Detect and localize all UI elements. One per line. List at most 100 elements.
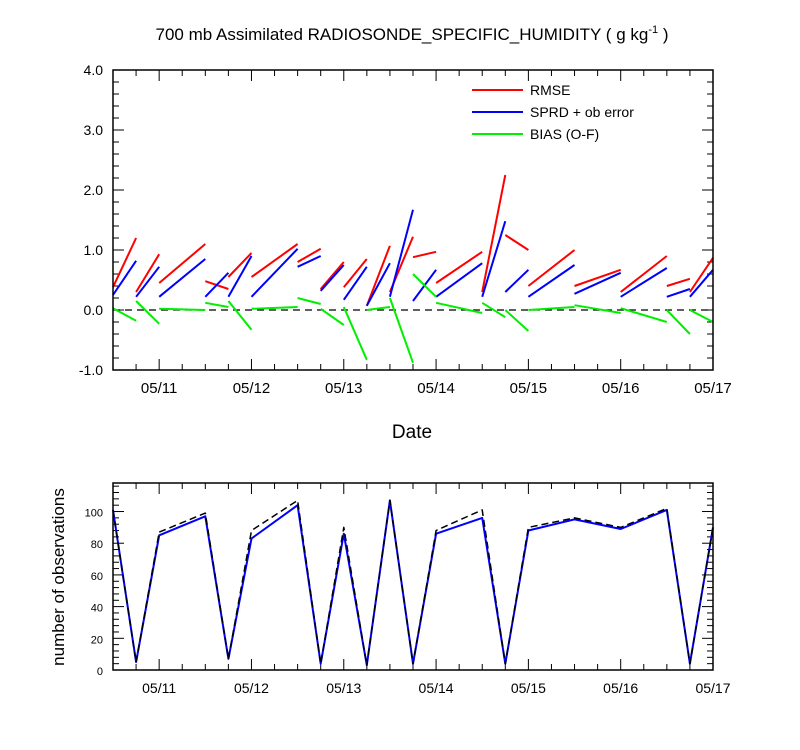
series-line-rmse (574, 268, 622, 287)
series-line-sprd-ob-error (365, 262, 391, 307)
series-line-sprd-ob-error (504, 269, 530, 293)
series-line-sprd-ob-error (204, 272, 230, 298)
x-axis-label: Date (392, 422, 432, 443)
series-line-bias-o-f (227, 300, 253, 331)
bottom-panel: 05/11 05/12 05/13 05/14 05/15 05/16 05/17 0 20 4… (49, 482, 731, 696)
series-bias-o-f (112, 273, 714, 364)
series-line-bias-o-f (320, 307, 345, 326)
series-line-sprd-ob-error (250, 248, 299, 298)
bottom-plot-frame (112, 482, 714, 671)
series-line-bias-o-f (388, 297, 414, 364)
series-line-rmse (343, 258, 368, 288)
series-line-rmse (319, 261, 345, 290)
y-tick-label: 60 (91, 571, 103, 583)
series-line-rmse (689, 257, 714, 293)
series-sprd-ob-error (112, 209, 714, 307)
chart-title: 700 mb Assimilated RADIOSONDE_SPECIFIC_H… (156, 24, 669, 44)
series-line-rmse (158, 243, 206, 284)
series-line-rmse (135, 253, 161, 293)
x-tick-label: 05/16 (603, 680, 638, 696)
x-tick-label: 05/17 (695, 680, 730, 696)
series-line-bias-o-f (481, 301, 506, 319)
x-tick-label: 05/14 (419, 680, 454, 696)
series-line-bias-o-f (620, 307, 668, 323)
y-axis-label: number of observations (49, 488, 68, 666)
series-line-sprd-ob-error (319, 264, 345, 292)
obs-line-observations-possible (112, 499, 714, 666)
series-line-bias-o-f (412, 273, 437, 298)
legend: RMSE SPRD + ob error BIAS (O-F) (472, 82, 634, 142)
series-line-rmse (227, 252, 253, 278)
series-line-sprd-ob-error (620, 267, 668, 298)
legend-label: SPRD + ob error (530, 104, 634, 120)
series-line-sprd-ob-error (158, 258, 206, 298)
series-line-bias-o-f (504, 309, 530, 332)
series-line-rmse (481, 174, 507, 293)
legend-label: BIAS (O-F) (530, 126, 599, 142)
series-line-sprd-ob-error (342, 266, 368, 301)
y-tick-label: -1.0 (79, 362, 103, 378)
series-line-sprd-ob-error (689, 269, 714, 298)
x-tick-label: 05/16 (602, 380, 640, 397)
series-line-sprd-ob-error (297, 255, 322, 268)
series-line-sprd-ob-error (666, 288, 691, 298)
y-tick-label: 1.0 (84, 242, 104, 258)
series-line-sprd-ob-error (481, 220, 507, 298)
x-tick-label: 05/15 (510, 380, 548, 397)
x-tick-label: 05/13 (326, 680, 361, 696)
series-line-rmse (527, 249, 576, 287)
top-axis-ticks (112, 69, 714, 371)
y-tick-label: 20 (91, 634, 103, 646)
series-line-sprd-ob-error (574, 271, 622, 295)
y-tick-label: 40 (91, 603, 103, 615)
top-x-tick-labels: 05/11 05/12 05/13 05/14 05/15 05/16 05/17 (141, 380, 732, 397)
series-line-bias-o-f (205, 301, 229, 308)
series-line-rmse (435, 250, 483, 284)
series-line-rmse (297, 247, 322, 263)
obs-line-observations-assimilated (112, 499, 714, 667)
series-line-sprd-ob-error (227, 255, 253, 298)
top-series-group (112, 174, 714, 364)
x-tick-label: 05/11 (141, 380, 177, 397)
y-tick-label: 80 (91, 539, 103, 551)
bottom-x-tick-labels: 05/11 05/12 05/13 05/14 05/15 05/16 05/17 (142, 680, 731, 696)
series-rmse (112, 174, 714, 307)
top-panel: 700 mb Assimilated RADIOSONDE_SPECIFIC_H… (79, 24, 732, 443)
x-tick-label: 05/15 (511, 680, 546, 696)
y-tick-label: 4.0 (84, 62, 104, 78)
series-line-sprd-ob-error (527, 264, 576, 298)
series-line-bias-o-f (528, 306, 575, 311)
series-line-sprd-ob-error (135, 266, 160, 298)
x-tick-label: 05/12 (233, 380, 271, 397)
bottom-y-tick-labels: 0 20 40 60 80 100 (85, 508, 103, 678)
series-line-bias-o-f (159, 307, 206, 311)
x-tick-label: 05/12 (234, 680, 269, 696)
series-line-rmse (250, 243, 299, 278)
series-line-bias-o-f (112, 307, 137, 322)
x-tick-label: 05/11 (142, 680, 176, 696)
series-line-bias-o-f (689, 309, 714, 323)
series-line-sprd-ob-error (112, 260, 137, 296)
series-line-rmse (666, 277, 691, 287)
series-line-rmse (620, 255, 668, 293)
y-tick-label: 100 (85, 508, 103, 520)
series-line-sprd-ob-error (388, 209, 414, 298)
series-line-sprd-ob-error (435, 262, 483, 298)
series-line-rmse (412, 250, 437, 259)
x-tick-label: 05/13 (325, 380, 363, 397)
x-tick-label: 05/17 (694, 380, 732, 397)
series-line-rmse (112, 237, 138, 288)
series-line-rmse (365, 245, 391, 307)
y-tick-label: 2.0 (84, 182, 104, 198)
series-line-bias-o-f (366, 306, 391, 311)
series-line-bias-o-f (666, 309, 691, 335)
y-tick-label: 0 (97, 666, 103, 678)
series-line-bias-o-f (342, 306, 368, 361)
legend-label: RMSE (530, 82, 570, 98)
x-tick-label: 05/14 (417, 380, 455, 397)
top-plot-frame (112, 69, 714, 371)
y-tick-label: 0.0 (84, 302, 104, 318)
series-line-bias-o-f (574, 304, 621, 314)
bottom-series-group (112, 499, 714, 667)
